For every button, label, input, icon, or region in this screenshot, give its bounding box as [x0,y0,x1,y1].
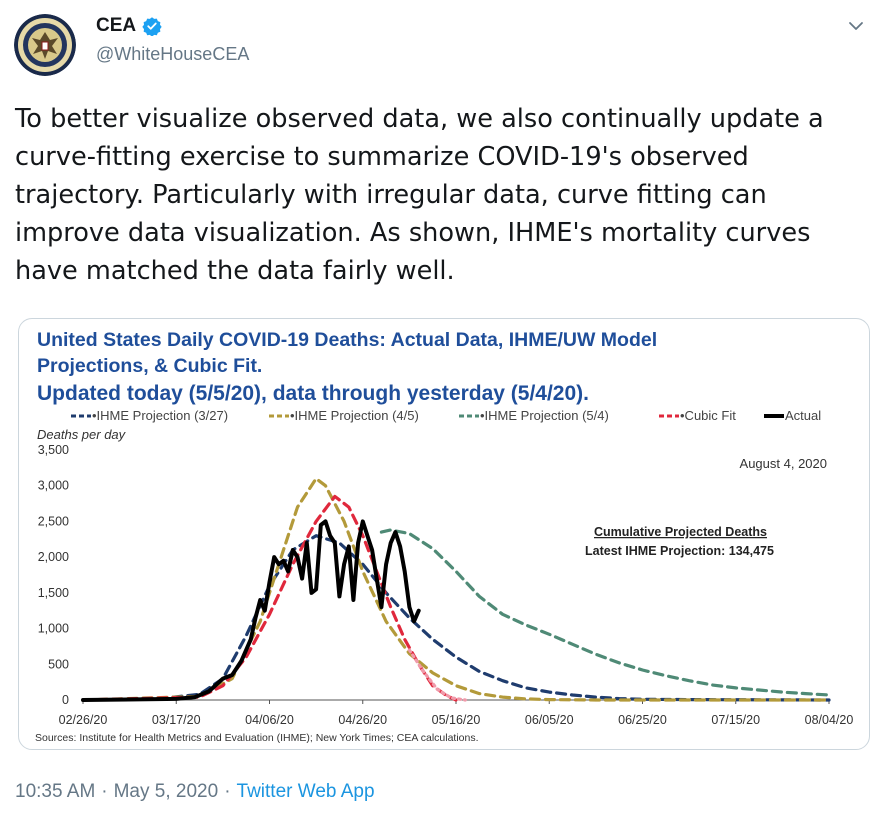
y-tick-label-4: 2,000 [38,550,69,564]
chart-title-line-2: Projections, & Cubic Fit. [37,355,262,377]
x-tick-label-5: 06/05/20 [525,713,574,727]
series-line-4 [81,494,458,702]
tweet-source-app[interactable]: Twitter Web App [236,781,375,802]
series-line-5 [407,648,467,702]
y-tick-label-1: 500 [48,657,69,671]
tweet-meta: 10:35 AM · May 5, 2020 · Twitter Web App [15,781,375,803]
x-tick-label-7: 07/15/20 [711,713,760,727]
meta-separator: · [101,781,108,802]
chart-title-line-1: United States Daily COVID-19 Deaths: Act… [37,329,657,351]
avatar[interactable] [14,14,76,76]
x-tick-label-3: 04/26/20 [338,713,387,727]
x-tick-label-8: 08/04/20 [805,713,854,727]
series-line-3 [379,528,831,697]
x-tick-label-2: 04/06/20 [245,713,294,727]
x-tick-label-4: 05/16/20 [432,713,481,727]
meta-separator-2: · [224,781,231,802]
legend-label-4: •Cubic Fit [680,408,736,423]
chart-date-note: August 4, 2020 [740,456,827,471]
series-line-1 [81,534,831,702]
y-tick-label-7: 3,500 [38,443,69,457]
author-handle[interactable]: @WhiteHouseCEA [96,44,250,64]
author-row: CEA [96,15,162,37]
tweet-date[interactable]: May 5, 2020 [113,781,219,802]
verified-badge-icon [142,17,162,36]
y-tick-label-5: 2,500 [38,514,69,528]
legend-label-5: Actual [785,408,821,423]
presidential-seal-icon [14,14,76,76]
y-tick-label-0: 0 [62,693,69,707]
y-tick-label-6: 3,000 [38,479,69,493]
series-line-2 [81,477,831,702]
annotation-title: Cumulative Projected Deaths [594,525,767,539]
chart-source: Sources: Institute for Health Metrics an… [35,732,479,744]
legend-label-2: •IHME Projection (4/5) [290,408,419,423]
legend-label-3: •IHME Projection (5/4) [480,408,609,423]
legend-label-1: •IHME Projection (3/27) [92,408,228,423]
x-tick-label-1: 03/17/20 [152,713,201,727]
y-tick-label-3: 1,500 [38,586,69,600]
y-tick-label-2: 1,000 [38,622,69,636]
tweet-time[interactable]: 10:35 AM [15,781,96,802]
tweet-text: To better visualize observed data, we al… [15,104,824,286]
chevron-down-icon[interactable] [846,16,866,36]
y-axis-label: Deaths per day [37,427,127,442]
series-line-6 [81,519,421,702]
chart-title-line-3: Updated today (5/5/20), data through yes… [37,382,589,405]
x-tick-label-6: 06/25/20 [618,713,667,727]
chart-image-card[interactable]: United States Daily COVID-19 Deaths: Act… [18,318,870,750]
annotation-value: Latest IHME Projection: 134,475 [585,544,774,558]
author-name[interactable]: CEA [96,15,137,36]
deaths-chart: United States Daily COVID-19 Deaths: Act… [35,329,854,744]
x-tick-label-0: 02/26/20 [59,713,108,727]
